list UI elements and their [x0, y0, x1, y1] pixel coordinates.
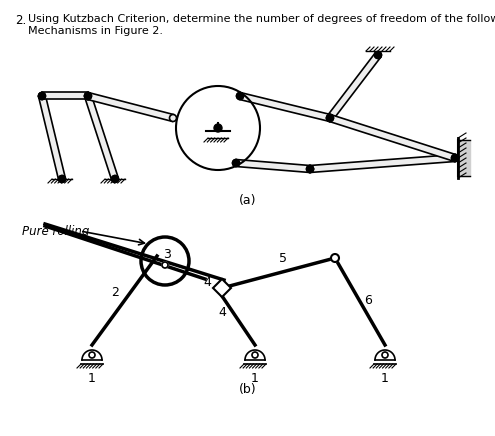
Text: (b): (b): [239, 383, 257, 396]
Circle shape: [375, 51, 382, 58]
Circle shape: [39, 92, 46, 99]
Circle shape: [85, 92, 92, 99]
Text: 1: 1: [251, 372, 259, 385]
Circle shape: [327, 115, 334, 122]
Circle shape: [162, 262, 168, 268]
Polygon shape: [85, 95, 118, 180]
Circle shape: [89, 352, 95, 358]
Circle shape: [214, 124, 222, 132]
Circle shape: [327, 115, 334, 122]
Circle shape: [306, 166, 313, 173]
Polygon shape: [213, 279, 231, 297]
Polygon shape: [239, 92, 331, 121]
Text: Using Kutzbach Criterion, determine the number of degrees of freedom of the foll: Using Kutzbach Criterion, determine the …: [28, 14, 495, 24]
Text: (a): (a): [239, 194, 257, 207]
Text: 5: 5: [279, 252, 287, 265]
Circle shape: [306, 166, 313, 173]
Text: 4: 4: [203, 276, 211, 289]
Circle shape: [85, 92, 92, 99]
Text: Pure rolling: Pure rolling: [22, 225, 90, 238]
Circle shape: [111, 176, 118, 183]
Polygon shape: [87, 92, 174, 121]
Circle shape: [327, 115, 334, 122]
Circle shape: [233, 160, 240, 167]
Text: 1: 1: [381, 372, 389, 385]
Text: 6: 6: [364, 294, 372, 307]
Polygon shape: [329, 115, 456, 161]
Polygon shape: [39, 95, 65, 180]
Circle shape: [237, 92, 244, 99]
Text: 3: 3: [163, 249, 171, 262]
Circle shape: [111, 176, 118, 183]
Circle shape: [375, 51, 382, 58]
Text: Mechanisms in Figure 2.: Mechanisms in Figure 2.: [28, 26, 163, 36]
Text: 2.: 2.: [15, 14, 26, 27]
Circle shape: [237, 92, 244, 99]
Circle shape: [327, 115, 334, 122]
Circle shape: [451, 154, 458, 161]
Circle shape: [306, 166, 313, 173]
Circle shape: [58, 176, 65, 183]
Circle shape: [85, 92, 92, 99]
Polygon shape: [310, 154, 455, 173]
Circle shape: [252, 352, 258, 358]
Polygon shape: [327, 53, 381, 120]
Circle shape: [169, 115, 177, 122]
Circle shape: [39, 92, 46, 99]
Circle shape: [331, 254, 339, 262]
Circle shape: [451, 154, 458, 161]
Circle shape: [39, 92, 46, 99]
Polygon shape: [236, 160, 310, 173]
Circle shape: [58, 176, 65, 183]
Circle shape: [85, 92, 92, 99]
Circle shape: [233, 160, 240, 167]
Circle shape: [382, 352, 388, 358]
Text: 2: 2: [111, 286, 119, 300]
Circle shape: [451, 154, 458, 161]
Text: 1: 1: [88, 372, 96, 385]
Text: 4: 4: [218, 306, 226, 319]
Polygon shape: [42, 92, 88, 99]
